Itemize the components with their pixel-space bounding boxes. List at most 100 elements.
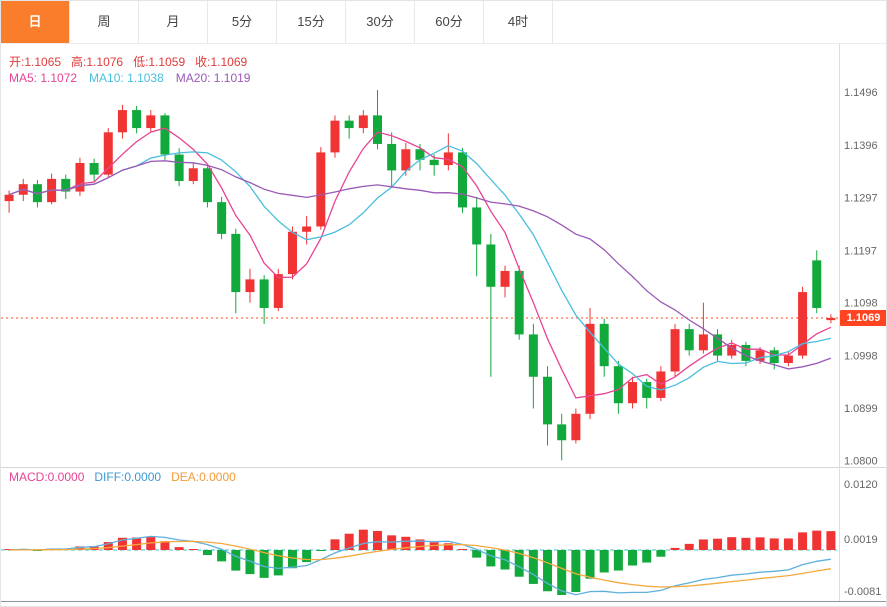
macd-bar (698, 539, 708, 550)
macd-bar (372, 530, 382, 550)
macd-bar (458, 549, 468, 550)
macd-bar (571, 550, 581, 593)
candle-body (613, 366, 623, 404)
macd-bar (642, 550, 652, 563)
macd-bar (316, 550, 326, 551)
price-axis-label: 1.0998 (844, 351, 878, 363)
candle-body (202, 168, 212, 203)
macd-bar (599, 550, 609, 573)
macd-bar (613, 550, 623, 571)
candle-body (103, 132, 113, 175)
candle-body (727, 345, 737, 356)
candle-body (89, 162, 99, 175)
candle-body (61, 178, 71, 192)
candle-body (472, 207, 482, 245)
candle-body (160, 115, 170, 155)
macd-bar (358, 529, 368, 550)
candle-body (642, 382, 652, 398)
price-axis-label: 1.1197 (844, 245, 877, 257)
candle-body (174, 154, 184, 181)
macd-bar (344, 533, 354, 550)
macd-bar (217, 550, 227, 562)
price-axis-label: 1.1297 (844, 192, 878, 204)
tab-15min[interactable]: 15分 (277, 1, 346, 43)
macd-bar (656, 550, 666, 557)
macd-bar (401, 536, 411, 550)
candle-body (486, 244, 496, 287)
macd-bar (160, 541, 170, 550)
macd-bar (287, 550, 297, 569)
diff-line (9, 535, 831, 596)
macd-bar (798, 532, 808, 550)
macd-bar (684, 543, 694, 550)
candle-body (500, 270, 510, 287)
macd-bar (557, 550, 567, 595)
price-axis-label: 1.1396 (844, 140, 878, 152)
candle-body (146, 115, 156, 129)
tab-4hour[interactable]: 4时 (484, 1, 553, 43)
macd-bar (231, 550, 241, 571)
tab-day[interactable]: 日 (1, 1, 70, 43)
tab-60min[interactable]: 60分 (415, 1, 484, 43)
macd-bar (273, 550, 283, 576)
tab-5min[interactable]: 5分 (208, 1, 277, 43)
tab-30min[interactable]: 30分 (346, 1, 415, 43)
candle-body (585, 323, 595, 414)
candle-body (755, 350, 765, 361)
candle-body (358, 115, 368, 129)
macd-bar (174, 547, 184, 550)
macd-axis-label: 0.0120 (844, 479, 878, 491)
candle-body (528, 334, 538, 377)
macd-bar (713, 538, 723, 550)
price-axis-label: 1.1098 (844, 298, 878, 310)
candle-body (217, 202, 227, 234)
macd-histogram (4, 529, 836, 595)
dea-line (9, 540, 832, 588)
candle-body (4, 194, 14, 202)
macd-bar (826, 531, 836, 550)
macd-bar (202, 550, 212, 556)
candle-body (245, 279, 255, 293)
macd-bar (628, 550, 638, 566)
tab-week[interactable]: 周 (70, 1, 139, 43)
candle-body (401, 149, 411, 171)
candle-body (273, 274, 283, 308)
price-axis-label: 1.1496 (844, 87, 878, 99)
macd-chart[interactable]: 0.0120 0.0019 -0.0081 (1, 467, 887, 607)
candle-body (344, 120, 354, 129)
candle-body (458, 152, 468, 208)
candle-body (741, 345, 751, 361)
macd-bar (75, 546, 85, 550)
current-price-badge: 1.1069 (840, 310, 886, 327)
macd-bar (415, 539, 425, 550)
ma20-line (8, 160, 832, 370)
candle-body (543, 376, 553, 425)
candle-body (713, 334, 723, 356)
candle-body (302, 226, 312, 232)
candle-body (798, 292, 808, 356)
candle-body (514, 270, 524, 335)
candle-body (812, 260, 822, 308)
candle-body (557, 424, 567, 441)
candle-body (684, 329, 694, 351)
candle-body (259, 279, 269, 308)
candle-body (231, 233, 241, 293)
candle-body (599, 323, 609, 367)
tab-month[interactable]: 月 (139, 1, 208, 43)
ma5-line (8, 127, 832, 399)
macd-bar (486, 550, 496, 567)
period-toolbar: 日周月 5分 15分 30分 60分 4时 (1, 1, 886, 44)
candle-body (75, 162, 85, 192)
candle-body (117, 110, 127, 133)
candlestick-chart[interactable]: 1.1496 1.1396 1.1297 1.1197 1.1098 1.0998 1.08… (1, 43, 887, 467)
macd-bar (103, 542, 113, 550)
candle-body (316, 152, 326, 227)
macd-bar (783, 538, 793, 550)
candle-body (188, 168, 198, 181)
macd-axis-label: -0.0081 (844, 586, 881, 598)
macd-axis-label: 0.0019 (844, 534, 878, 546)
macd-bar (670, 547, 680, 550)
candle-body (783, 355, 793, 363)
candle-body (698, 334, 708, 351)
macd-bar (472, 550, 482, 558)
